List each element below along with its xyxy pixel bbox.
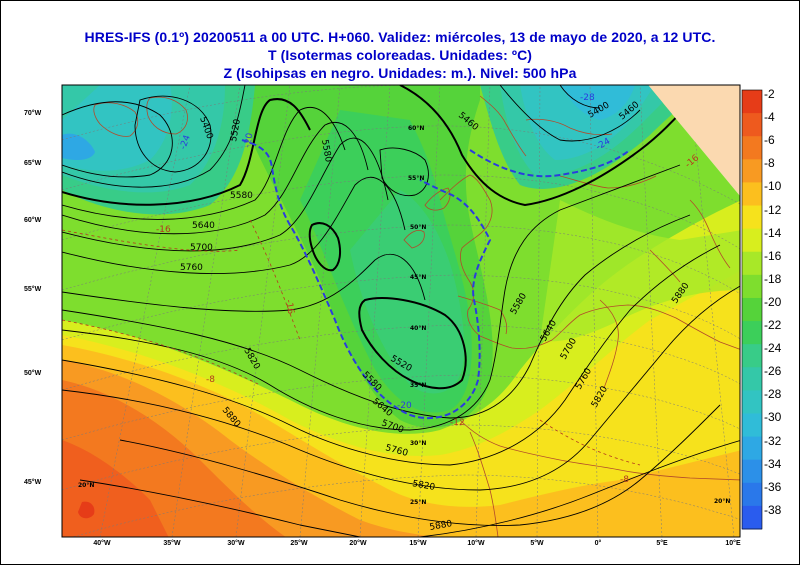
- colorbar-label: -32: [764, 433, 782, 448]
- bottom-lon-label: 25°W: [290, 540, 308, 547]
- left-lat-label: 60°W: [24, 217, 42, 224]
- colorbar-swatch: [742, 367, 762, 391]
- colorbar-swatch: [742, 505, 762, 530]
- colorbar-label: -30: [764, 410, 782, 425]
- bottom-lon-label: 30°W: [227, 540, 245, 547]
- colorbar-label: -20: [764, 294, 782, 309]
- colorbar-swatch: [742, 321, 762, 345]
- isotherm-label: -16: [283, 299, 295, 315]
- title-line-2: T (Isotermas coloreadas. Unidades: ºC): [267, 47, 533, 63]
- contour-label: 5520: [229, 118, 243, 143]
- grid-lat-label: 25°N: [410, 499, 426, 506]
- bottom-lon-label: 35°W: [163, 540, 181, 547]
- colorbar-swatch: [742, 297, 762, 322]
- colorbar-label: -4: [764, 110, 775, 125]
- colorbar-swatch: [742, 482, 762, 507]
- map-border: [61, 84, 741, 538]
- left-lat-label: 55°W: [24, 286, 42, 293]
- colorbar-swatch: [742, 344, 762, 368]
- graticule: [62, 85, 740, 537]
- isotherm-label: -20: [243, 132, 255, 148]
- contour-label: 5760: [180, 263, 203, 273]
- colorbar-label: -18: [764, 271, 782, 286]
- grid-lat-label: 40°N: [410, 325, 426, 332]
- colorbar-label: -14: [764, 225, 782, 240]
- bottom-lon-label: 0°: [594, 540, 602, 547]
- grid-lat-label: 20°N: [78, 482, 94, 489]
- left-lat-label: 70°W: [24, 110, 42, 117]
- contour-label: 5640: [192, 221, 215, 231]
- colorbar-swatch: [742, 274, 762, 299]
- colorbar-swatch: [742, 436, 762, 461]
- colorbar-label: -28: [764, 387, 782, 402]
- colorbar-swatch: [742, 90, 762, 114]
- bottom-lon-label: 40°W: [93, 540, 111, 547]
- grid-lat-label: 55°N: [408, 175, 424, 182]
- colorbar-swatch: [742, 459, 762, 484]
- colorbar-swatch: [742, 413, 762, 438]
- colorbar-swatch: [742, 159, 762, 183]
- bottom-lon-label: 10°E: [725, 540, 741, 547]
- colorbar-label: -2: [764, 87, 775, 101]
- colorbar-label: -12: [764, 202, 782, 217]
- colorbar-label: -36: [764, 479, 782, 494]
- contour-label: 5580: [319, 139, 333, 164]
- bottom-lon-label: 20°W: [349, 540, 367, 547]
- contour-label: 5700: [190, 243, 213, 253]
- graticule-labels: 60°N 55°N 50°N 45°N 40°N 35°N 30°N 25°N …: [78, 125, 730, 506]
- temperature-field: [62, 85, 740, 537]
- colorbar-label: -26: [764, 364, 782, 379]
- isotherm-lines: [62, 139, 641, 466]
- isotherm-label: -8: [620, 475, 629, 485]
- colorbar-swatch: [742, 390, 762, 414]
- colorbar-label: -16: [764, 248, 782, 263]
- colorbar-label: -8: [764, 156, 775, 171]
- colorbar-swatch: [742, 136, 762, 160]
- contour-label: 5820: [411, 479, 436, 493]
- colorbar-label: -34: [764, 456, 782, 471]
- left-lat-label: 65°W: [24, 160, 42, 167]
- colorbar-swatch: [742, 182, 762, 207]
- bottom-lon-label: 10°W: [467, 540, 485, 547]
- geopotential-contours: [62, 85, 740, 537]
- isotherm-label: -20: [397, 401, 412, 411]
- colorbar: [741, 89, 763, 530]
- title-line-1: HRES-IFS (0.1º) 20200511 a 00 UTC. H+060…: [84, 29, 716, 45]
- colorbar-label: -24: [764, 341, 782, 356]
- colorbar-swatch: [742, 205, 762, 230]
- isotherm-label: -28: [580, 93, 595, 103]
- contour-label: 5880: [429, 519, 454, 533]
- isotherm-label: -16: [156, 225, 171, 235]
- isotherm-label: -8: [206, 375, 215, 385]
- colorbar-label: -10: [764, 179, 782, 194]
- contour-label: 5580: [230, 191, 253, 201]
- grid-lat-label: 60°N: [408, 125, 424, 132]
- bottom-lon-label: 5°W: [530, 540, 544, 547]
- colorbar-label: -6: [764, 133, 775, 148]
- bottom-lon-label: 15°W: [409, 540, 427, 547]
- isotherm-label: -24: [178, 134, 193, 151]
- left-lat-label: 45°W: [24, 479, 42, 486]
- colorbar-swatch: [742, 251, 762, 276]
- colorbar-swatch: [742, 228, 762, 253]
- isotherm-label: -12: [450, 418, 465, 428]
- bottom-lon-label: 5°E: [656, 540, 668, 547]
- title-line-3: Z (Isohipsas en negro. Unidades: m.). Ni…: [223, 65, 577, 81]
- colorbar-label: -38: [764, 502, 782, 517]
- grid-lat-label: 35°N: [410, 382, 426, 389]
- grid-lat-label: 45°N: [410, 274, 426, 281]
- left-lat-label: 50°W: [24, 370, 42, 377]
- grid-lat-label: 20°N: [714, 498, 730, 505]
- colorbar-label: -22: [764, 318, 782, 333]
- grid-lat-label: 50°N: [410, 224, 426, 231]
- grid-lat-label: 30°N: [410, 440, 426, 447]
- colorbar-swatch: [742, 113, 762, 137]
